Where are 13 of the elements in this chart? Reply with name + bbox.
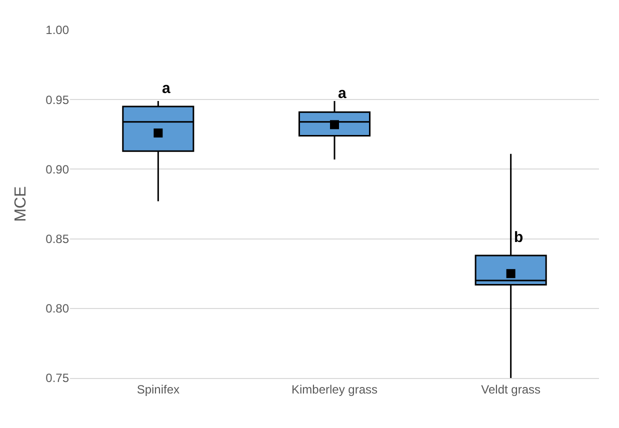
annotation: a [162, 80, 171, 97]
y-tick-label: 0.85 [46, 232, 70, 246]
y-tick-label: 0.90 [46, 162, 70, 176]
y-tick-label: 1.00 [46, 23, 70, 38]
x-tick-label: Veldt grass [481, 382, 541, 396]
y-tick-label: 0.95 [46, 92, 70, 107]
y-tick-label: 0.80 [46, 302, 70, 316]
annotation: b [514, 229, 524, 246]
x-tick-label: Kimberley grass [291, 382, 378, 396]
y-axis-title: MCE [12, 186, 30, 222]
x-tick-label: Spinifex [136, 382, 180, 396]
y-tick-label: 0.75 [46, 371, 70, 386]
annotation: a [338, 85, 347, 102]
